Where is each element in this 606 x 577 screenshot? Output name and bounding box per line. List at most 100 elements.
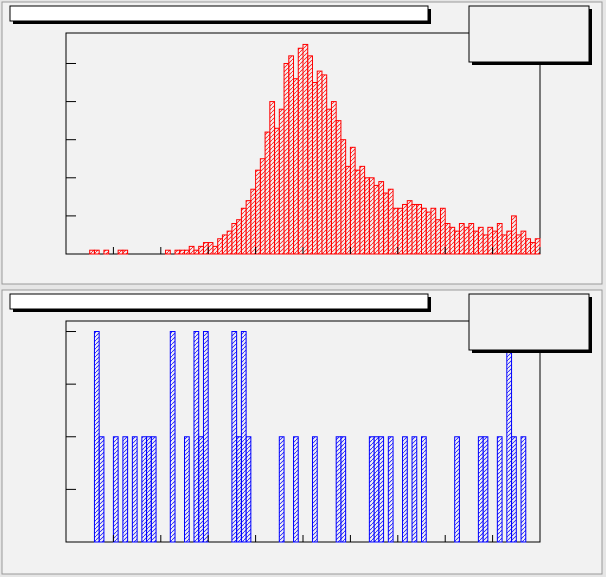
bar <box>193 249 200 255</box>
bar <box>477 226 484 255</box>
bar <box>520 436 527 543</box>
bar <box>406 200 413 255</box>
bar <box>430 207 437 255</box>
bar <box>288 55 295 255</box>
bar <box>146 436 152 543</box>
bar <box>506 331 513 543</box>
bar <box>240 207 247 255</box>
bar <box>98 436 105 543</box>
bar <box>207 242 214 255</box>
bar <box>117 249 124 255</box>
bar <box>245 436 252 543</box>
bar <box>392 207 399 255</box>
bar <box>226 230 233 255</box>
bar <box>421 207 427 255</box>
title-box <box>9 293 429 310</box>
bar <box>311 436 318 543</box>
bar <box>520 230 527 255</box>
bar <box>184 436 190 543</box>
bar <box>349 146 356 255</box>
bar <box>316 70 323 255</box>
bar <box>439 207 446 255</box>
bar <box>103 249 110 255</box>
bar <box>141 436 148 543</box>
bar <box>165 249 171 255</box>
bar <box>525 238 532 255</box>
bar <box>378 436 385 543</box>
bar <box>511 436 517 543</box>
bar <box>264 131 271 255</box>
bar <box>293 436 299 543</box>
bar <box>293 78 299 255</box>
bar <box>326 108 332 255</box>
bar <box>373 436 380 543</box>
bar <box>530 242 536 255</box>
bar <box>231 331 238 543</box>
bar <box>496 223 503 255</box>
bar <box>416 203 423 255</box>
bar <box>330 101 337 255</box>
bar <box>402 203 408 255</box>
bar <box>112 436 119 543</box>
bar <box>501 234 508 255</box>
bar <box>278 108 285 255</box>
bar <box>364 177 370 255</box>
bar <box>383 192 389 255</box>
bar <box>387 188 394 255</box>
bar <box>458 223 465 255</box>
bar <box>193 331 200 543</box>
title-box <box>9 5 429 22</box>
bar <box>378 181 385 255</box>
bar <box>245 200 252 255</box>
bar <box>269 101 276 255</box>
bar <box>340 436 347 543</box>
bar <box>454 230 460 255</box>
bar <box>274 127 280 255</box>
bar <box>297 47 304 255</box>
bar <box>221 234 228 255</box>
bar <box>511 215 517 255</box>
bar <box>259 158 266 255</box>
bar <box>473 230 479 255</box>
bar <box>454 436 460 543</box>
bar <box>283 62 290 255</box>
bar <box>506 230 513 255</box>
bar <box>359 165 366 255</box>
bar <box>482 234 489 255</box>
bar <box>387 436 394 543</box>
bar <box>212 245 219 255</box>
bar <box>340 139 347 255</box>
bar <box>236 436 242 543</box>
pad <box>1 1 603 285</box>
bar <box>411 203 418 255</box>
bar <box>397 207 404 255</box>
bar <box>150 436 157 543</box>
bar <box>482 436 489 543</box>
bar <box>425 211 432 255</box>
bar <box>368 436 375 543</box>
bar <box>184 249 190 255</box>
bar <box>335 120 342 255</box>
bar <box>236 219 242 255</box>
bar <box>188 245 195 255</box>
bar <box>202 242 209 255</box>
bar <box>169 331 176 543</box>
stats-box <box>468 5 590 63</box>
bar <box>93 331 100 543</box>
bar <box>402 436 408 543</box>
bar <box>468 223 475 255</box>
bar <box>93 249 100 255</box>
bar <box>307 55 313 255</box>
bar <box>345 165 351 255</box>
bar <box>89 249 95 255</box>
bar <box>463 226 470 255</box>
bar <box>373 184 380 255</box>
bar <box>449 226 456 255</box>
pad <box>1 289 603 575</box>
bar <box>302 43 309 255</box>
bar <box>515 234 522 255</box>
bar <box>492 230 498 255</box>
bar <box>198 436 204 543</box>
bar <box>411 436 418 543</box>
